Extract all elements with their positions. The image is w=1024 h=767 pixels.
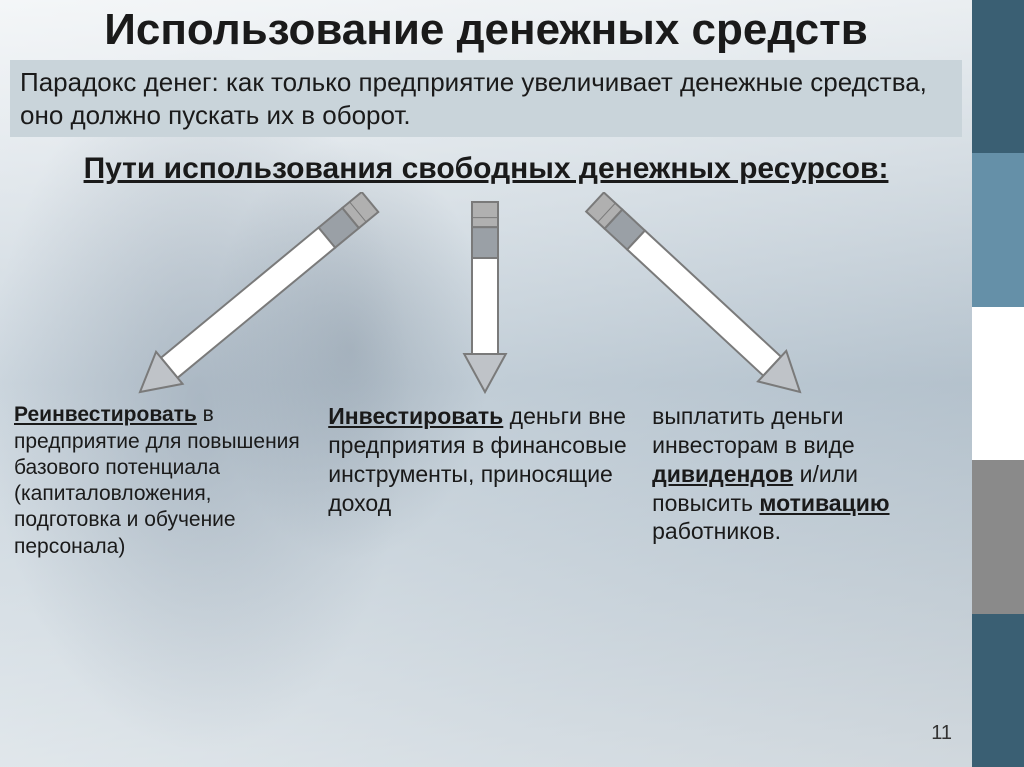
column-invest: Инвестировать деньги вне предприятия в ф…: [328, 402, 628, 560]
arrows-svg: [0, 192, 960, 402]
paradox-text: Парадокс денег: как только предприятие у…: [20, 67, 927, 130]
page-number: 11: [931, 722, 952, 745]
arrows-area: [0, 192, 972, 402]
columns-row: Реинвестировать в предприятие для повыше…: [0, 402, 972, 560]
slide-content: Использование денежных средств Парадокс …: [0, 0, 1024, 767]
column-dividends: выплатить деньги инвесторам в виде дивид…: [652, 402, 952, 560]
paradox-box: Парадокс денег: как только предприятие у…: [10, 60, 962, 137]
column-reinvest: Реинвестировать в предприятие для повыше…: [14, 402, 304, 560]
slide-title: Использование денежных средств: [0, 0, 972, 54]
slide-subtitle: Пути использования свободных денежных ре…: [0, 149, 972, 188]
